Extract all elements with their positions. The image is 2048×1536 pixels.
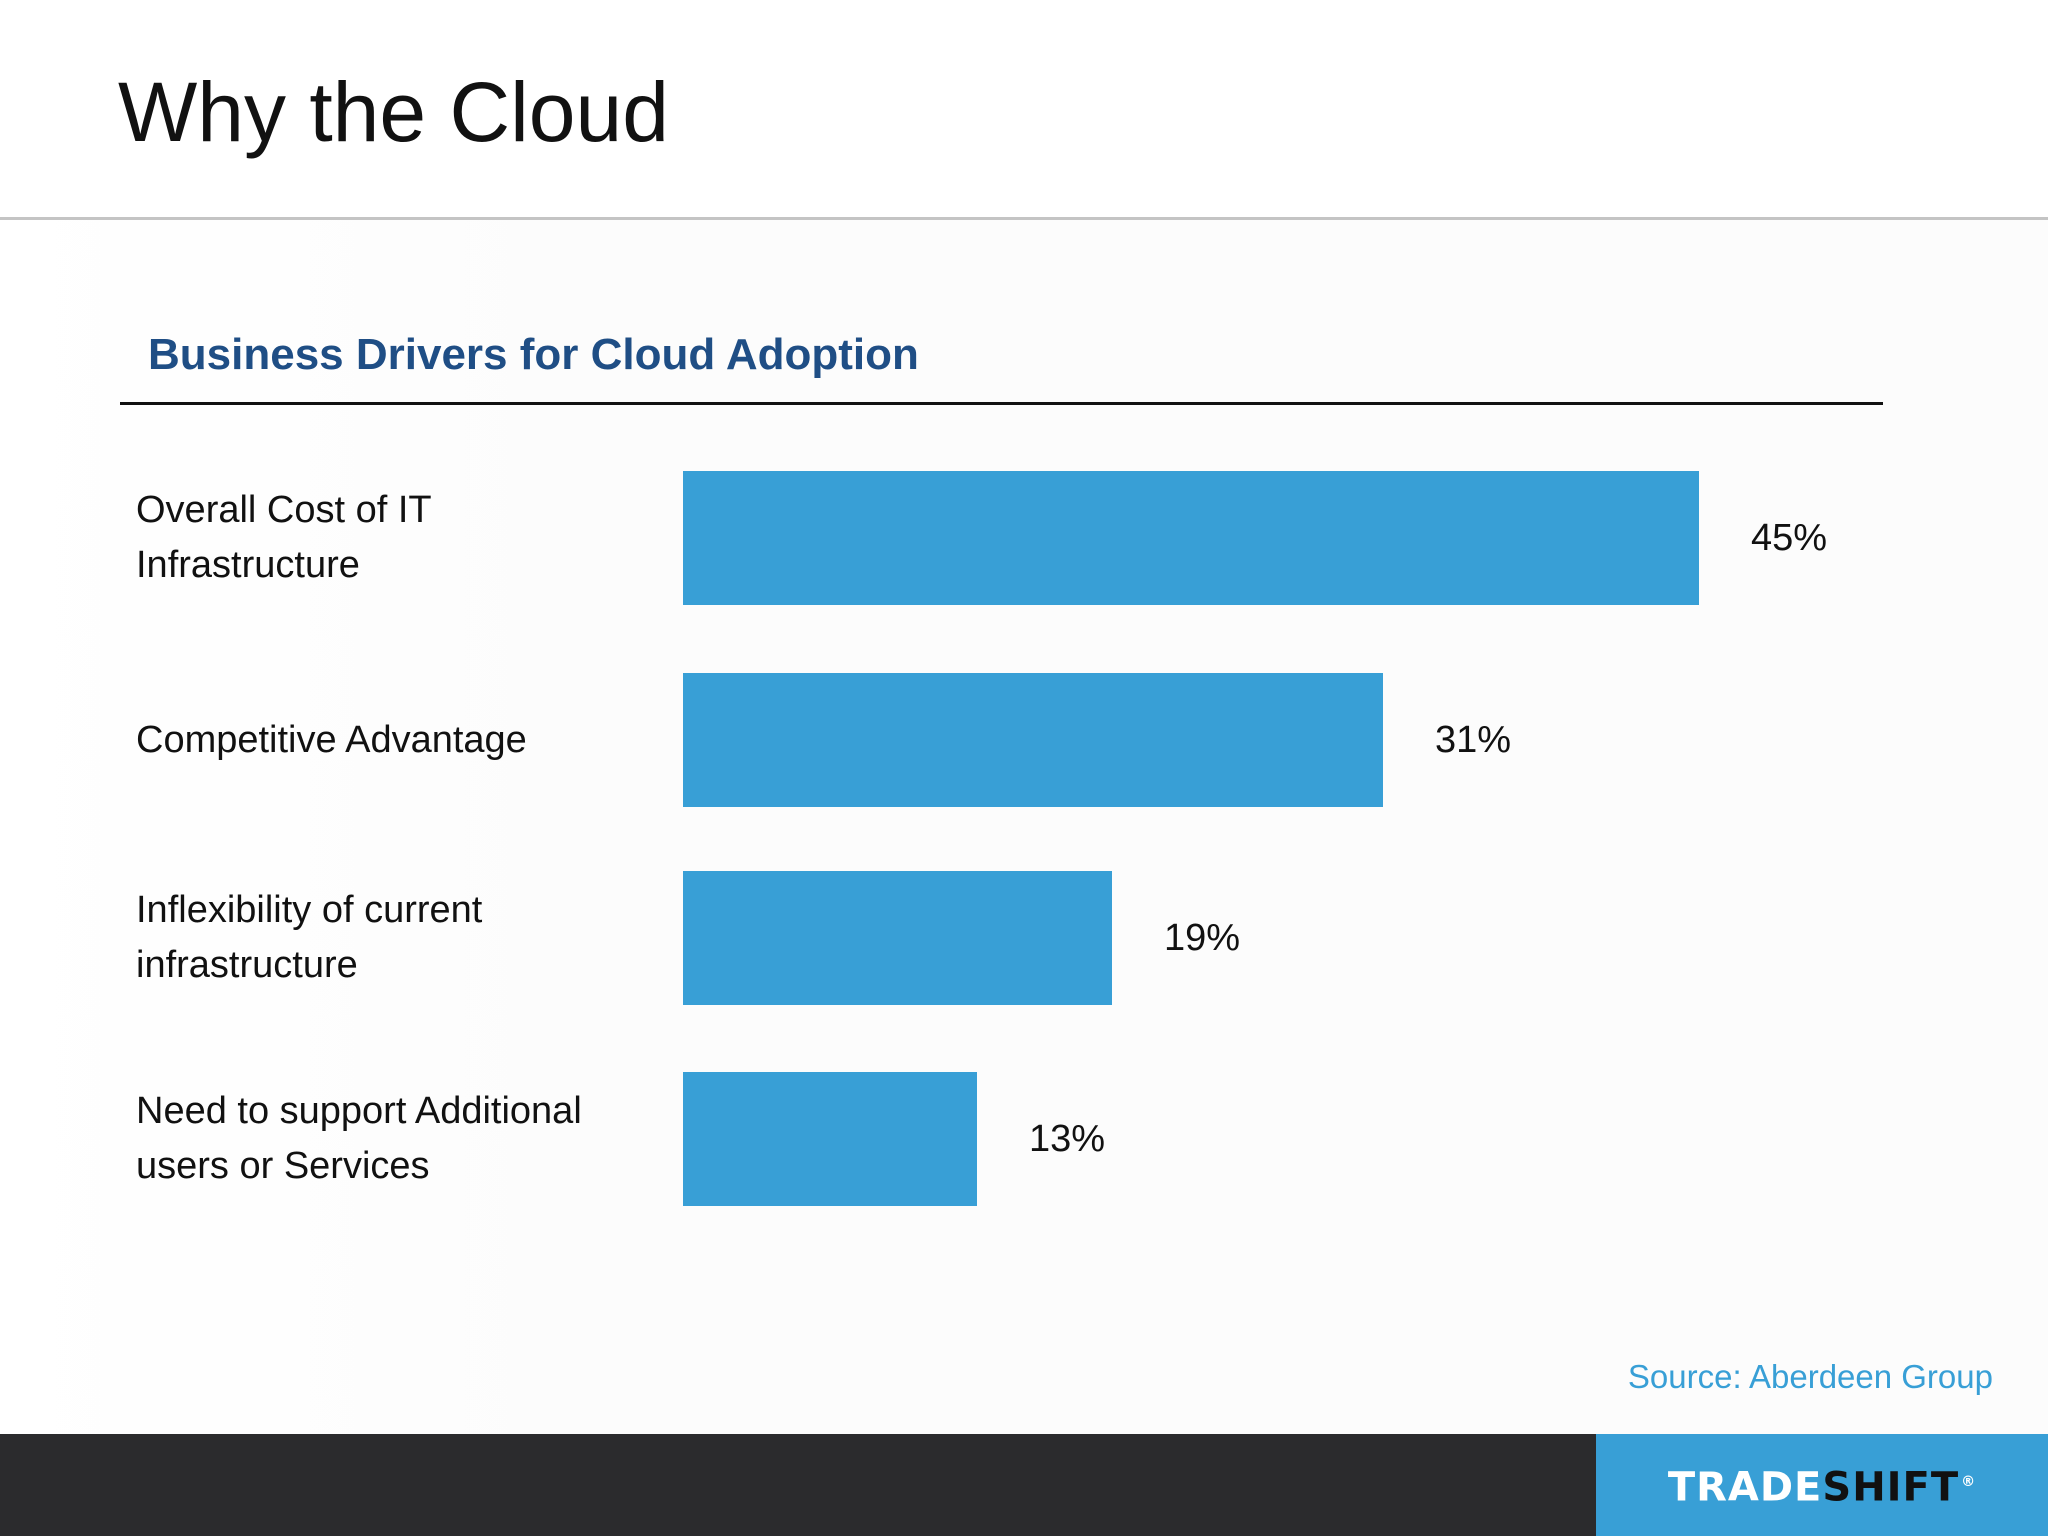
logo-text-shift: SHIFT — [1822, 1464, 1960, 1511]
logo-text-trade: TRADE — [1667, 1464, 1823, 1511]
value-label: 13% — [1029, 1118, 1106, 1160]
category-label: Overall Cost of IT Infrastructure — [136, 489, 431, 586]
category-label: Competitive Advantage — [136, 718, 527, 761]
value-label: 31% — [1435, 719, 1512, 761]
registered-mark: ® — [1961, 1474, 1977, 1491]
content-area — [0, 220, 2048, 1434]
chart-title-divider — [120, 402, 1883, 405]
logo-wordmark: TRADESHIFT ® — [1668, 1462, 1977, 1508]
bar — [683, 1072, 977, 1206]
bar — [683, 673, 1383, 807]
slide-title: Why the Cloud — [118, 65, 669, 159]
value-label: 45% — [1751, 517, 1828, 559]
category-label: Inflexibility of current infrastructure — [136, 889, 483, 986]
tradeshift-logo: TRADESHIFT ® — [1596, 1434, 2048, 1536]
bar — [683, 471, 1699, 605]
source-note: Source: Aberdeen Group — [1627, 1358, 1993, 1395]
title-divider — [0, 217, 2048, 220]
category-label: Need to support Additional users or Serv… — [136, 1090, 582, 1187]
bar — [683, 871, 1112, 1005]
value-label: 19% — [1164, 917, 1241, 959]
chart-title: Business Drivers for Cloud Adoption — [148, 330, 919, 379]
